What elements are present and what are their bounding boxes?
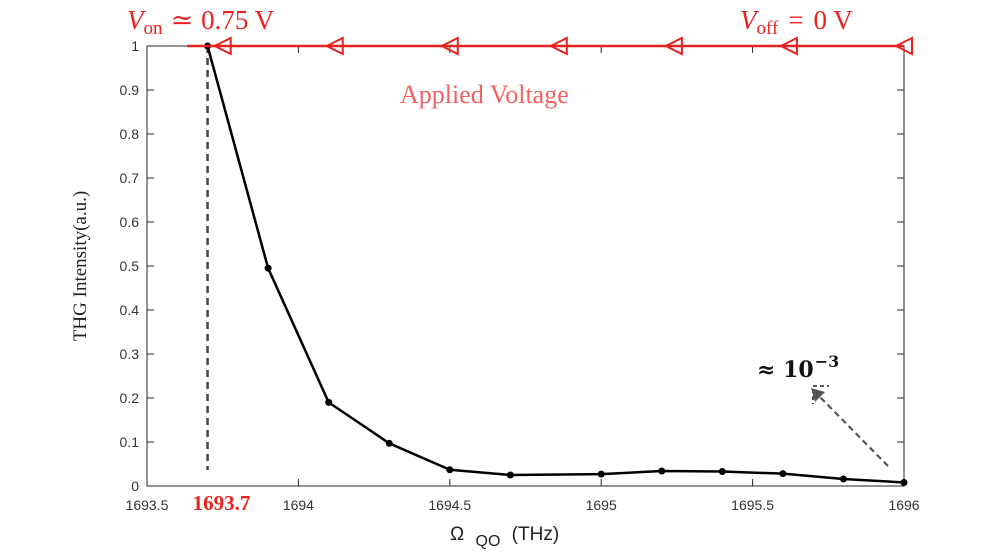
thg-series-points bbox=[204, 42, 908, 486]
approx-annotation: ≈ 10−3 bbox=[757, 352, 839, 383]
x-tick-label: 1693.5 bbox=[126, 497, 169, 513]
y-tick-label: 0.2 bbox=[120, 390, 140, 406]
axis-tick-labels: 1693.5 1694 1694.5 1695 1695.5 1696 0 0.1 0.2 0.3… bbox=[120, 38, 920, 515]
data-point bbox=[385, 439, 393, 447]
y-tick-label: 0.5 bbox=[120, 258, 140, 274]
x-tick-label: 1695.5 bbox=[731, 497, 774, 513]
data-point bbox=[779, 470, 787, 478]
data-point bbox=[839, 475, 847, 483]
voltage-arrowhead bbox=[439, 36, 459, 56]
y-tick-label: 0 bbox=[131, 478, 139, 494]
voltage-arrowhead bbox=[893, 36, 913, 56]
voltage-arrowhead bbox=[212, 36, 232, 56]
applied-voltage-label: Applied Voltage bbox=[400, 80, 569, 109]
voltage-arrowhead bbox=[663, 36, 683, 56]
approx-annotation-arrow bbox=[817, 394, 889, 467]
v-off-label: Voff = 0 V bbox=[740, 5, 853, 39]
y-tick-label: 0.6 bbox=[120, 214, 140, 230]
y-axis-label: THG Intensity(a.u.) bbox=[70, 191, 91, 341]
data-point bbox=[325, 398, 333, 406]
x-tick-label: 1695 bbox=[586, 497, 617, 513]
y-tick-label: 0.9 bbox=[120, 82, 140, 98]
data-point bbox=[597, 470, 605, 478]
x-axis-label: Ω QO (THz) bbox=[450, 524, 559, 551]
voltage-arrowhead bbox=[778, 36, 798, 56]
voltage-arrowhead bbox=[548, 36, 568, 56]
x-tick-label: 1696 bbox=[888, 497, 919, 513]
data-point bbox=[900, 478, 908, 486]
y-tick-label: 0.7 bbox=[120, 170, 140, 186]
thg-series-line bbox=[206, 45, 905, 484]
voltage-arrowhead bbox=[324, 36, 344, 56]
y-tick-label: 0.4 bbox=[120, 302, 140, 318]
y-tick-label: 0.3 bbox=[120, 346, 140, 362]
x-tick-label: 1694.5 bbox=[428, 497, 471, 513]
axis-ticks bbox=[146, 45, 905, 487]
highlight-tick-label: 1693.7 bbox=[193, 491, 251, 515]
x-axis-unit: (THz) bbox=[512, 524, 559, 545]
applied-voltage-arrows bbox=[212, 36, 913, 56]
approx-annotation-bracket bbox=[812, 385, 829, 404]
data-point bbox=[506, 471, 514, 479]
data-point bbox=[658, 467, 666, 475]
data-point bbox=[264, 264, 272, 272]
x-tick-label: 1694 bbox=[283, 497, 314, 513]
v-on-label: Von ≃ 0.75 V bbox=[127, 5, 275, 39]
approx-annotation-arrowhead bbox=[811, 388, 825, 402]
y-tick-label: 0.1 bbox=[120, 434, 140, 450]
plot-frame bbox=[146, 45, 905, 487]
y-tick-label: 1 bbox=[131, 38, 139, 54]
data-point bbox=[718, 467, 726, 475]
data-point bbox=[446, 466, 454, 474]
x-axis-symbol: Ω bbox=[450, 524, 464, 545]
x-axis-subscript: QO bbox=[476, 533, 501, 550]
y-tick-label: 0.8 bbox=[120, 126, 140, 142]
